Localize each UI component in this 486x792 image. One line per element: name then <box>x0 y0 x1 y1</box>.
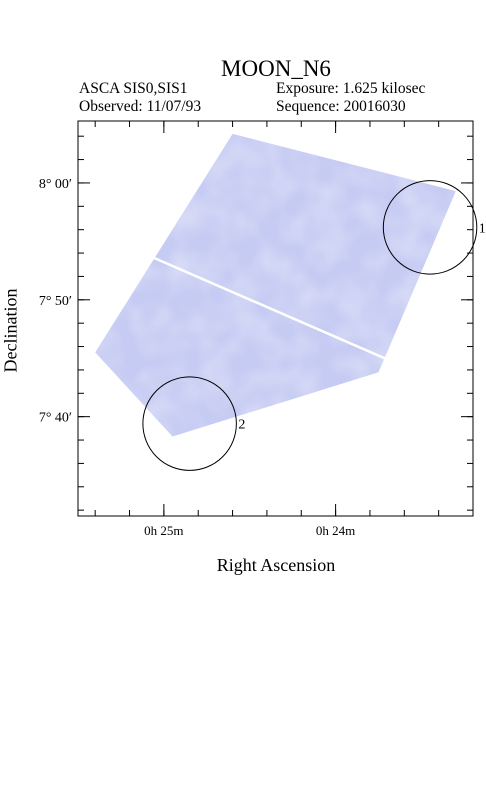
chart-title: MOON_N6 <box>221 56 331 81</box>
sequence-label: Sequence: 20016030 <box>276 98 406 115</box>
y-tick-label: 7° 40′ <box>39 411 72 426</box>
source-region-label: 2 <box>238 418 245 433</box>
source-region-circle <box>382 180 478 275</box>
observed-label: Observed: 11/07/93 <box>79 98 202 115</box>
source-region-circle <box>142 376 237 471</box>
x-tick-label: 0h 24m <box>316 523 355 538</box>
exposure-mottle <box>95 133 456 437</box>
y-tick-label: 7° 50′ <box>39 294 72 309</box>
source-region-label: 1 <box>479 221 486 236</box>
exposure-label: Exposure: 1.625 kilosec <box>276 80 426 97</box>
x-axis-label: Right Ascension <box>216 555 336 575</box>
plot-frame <box>77 120 474 517</box>
y-tick-label: 8° 00′ <box>39 177 72 192</box>
chip-gap <box>144 252 392 363</box>
x-tick-label: 0h 25m <box>144 523 183 538</box>
instrument-label: ASCA SIS0,SIS1 <box>79 80 188 97</box>
